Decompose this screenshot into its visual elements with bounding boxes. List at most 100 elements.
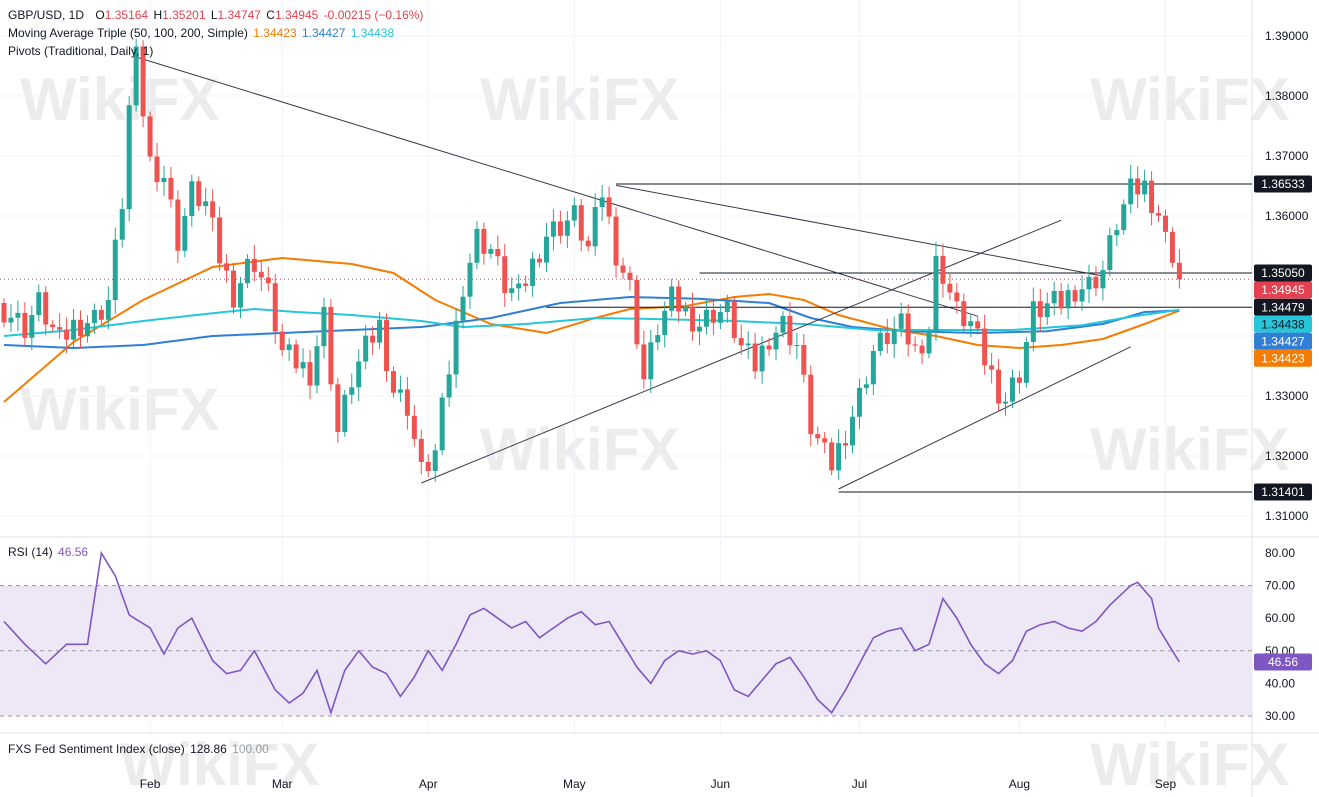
low-label: L — [210, 8, 218, 22]
high-value: 1.35201 — [162, 8, 206, 22]
candle-body — [210, 201, 216, 218]
candle-body — [801, 345, 807, 375]
rsi-legend-value: 46.56 — [58, 545, 89, 559]
price-tag-box — [1254, 281, 1312, 299]
candle-body — [1176, 262, 1182, 280]
trendlines[interactable] — [0, 56, 1252, 493]
candle-body — [1072, 290, 1078, 302]
candle-body — [815, 434, 821, 439]
candle-body — [363, 335, 369, 362]
candle-body — [189, 181, 195, 216]
candle-body — [523, 283, 529, 286]
candle-body — [822, 438, 828, 443]
candle-body — [237, 283, 243, 308]
pivots-legend[interactable]: Pivots (Traditional, Daily, 1) — [8, 44, 155, 58]
candle-body — [390, 371, 396, 393]
candle-body — [29, 315, 35, 338]
candle-body — [982, 328, 988, 366]
candle-body — [502, 256, 508, 294]
candle-body — [15, 312, 21, 318]
candle-body — [272, 283, 278, 332]
price-tag-label: 1.31401 — [1261, 485, 1305, 499]
candle-body — [217, 217, 223, 264]
candle-body — [530, 258, 536, 286]
candle-body — [1037, 301, 1043, 318]
low-value: 1.34747 — [217, 8, 261, 22]
price-tag-label: 1.36533 — [1261, 177, 1305, 191]
ma50-value: 1.34423 — [253, 26, 297, 40]
candle-body — [877, 332, 883, 351]
time-tick-label: Feb — [140, 777, 161, 791]
candle-body — [1051, 291, 1057, 304]
candle-body — [140, 46, 146, 117]
candle-body — [759, 345, 765, 372]
close-label: C — [266, 8, 275, 22]
candle-body — [1030, 301, 1036, 342]
candle-body — [1107, 235, 1113, 270]
candle-body — [641, 344, 647, 380]
candle-body — [439, 397, 445, 451]
candle-body — [578, 205, 584, 241]
rsi-tick-label: 30.00 — [1265, 709, 1295, 723]
high-label: H — [153, 8, 163, 22]
candle-body — [780, 315, 786, 333]
candle-body — [613, 216, 619, 266]
candle-body — [1044, 303, 1050, 318]
candle-body — [996, 369, 1002, 404]
time-tick-label: May — [563, 777, 586, 791]
ma-legend[interactable]: Moving Average Triple (50, 100, 200, Sim… — [8, 26, 396, 40]
candle-body — [655, 335, 661, 343]
candle-body — [940, 255, 946, 284]
candle-body — [676, 286, 682, 312]
rsi-tick-label: 40.00 — [1265, 676, 1295, 690]
watermark-text: WikiFX — [20, 66, 219, 133]
fxs-legend[interactable]: FXS Fed Sentiment Index (close) 128.86 1… — [8, 742, 271, 756]
candle-body — [794, 345, 800, 346]
symbol-label[interactable]: GBP/USD, 1D — [8, 8, 85, 22]
ohlc-legend: GBP/USD, 1D O1.35164 H1.35201 L1.34747 C… — [8, 8, 425, 22]
candle-body — [231, 270, 237, 308]
candle-body — [724, 301, 730, 312]
price-tag-label: 1.35050 — [1261, 266, 1305, 280]
candle-body — [251, 258, 257, 272]
rsi-title: RSI (14) — [8, 545, 53, 559]
watermark-layer: WikiFX WikiFX WikiFX WikiFX WikiFX WikiFX Wiki… — [20, 66, 1289, 797]
candle-body — [627, 272, 633, 280]
candle-body — [669, 286, 675, 311]
candle-body — [446, 374, 452, 398]
candle-body — [745, 343, 751, 346]
candle-body — [370, 335, 376, 343]
price-tick-label: 1.36000 — [1265, 209, 1309, 223]
candle-body — [43, 292, 49, 325]
candle-body — [161, 177, 167, 183]
rsi-legend[interactable]: RSI (14) 46.56 — [8, 545, 90, 559]
candle-body — [1079, 289, 1085, 302]
candle-body — [537, 258, 543, 263]
ma200-value: 1.34438 — [350, 26, 395, 40]
candle-body — [933, 255, 939, 332]
candle-body — [884, 332, 890, 345]
candle-body — [22, 312, 28, 338]
candle-body — [954, 292, 960, 302]
candle-body — [1142, 180, 1148, 195]
candle-body — [168, 177, 174, 200]
candle-body — [808, 374, 814, 435]
candles — [1, 38, 1182, 482]
candle-body — [147, 116, 153, 157]
candle-body — [467, 262, 473, 297]
candle-body — [8, 317, 14, 323]
candle-body — [703, 309, 709, 327]
candle-body — [64, 329, 70, 340]
candle-body — [564, 220, 570, 236]
pivots-title: Pivots (Traditional, Daily, 1) — [8, 44, 154, 58]
candle-body — [105, 300, 111, 320]
watermark-text: WikiFX — [20, 376, 219, 443]
rsi-tag-label: 46.56 — [1268, 655, 1298, 669]
candle-body — [126, 105, 132, 210]
candle-body — [1156, 213, 1162, 216]
change-value: -0.00215 (−0.16%) — [323, 8, 424, 22]
candle-body — [307, 362, 313, 386]
candle-body — [495, 249, 501, 257]
fxs-value-2: 100.00 — [232, 742, 269, 756]
